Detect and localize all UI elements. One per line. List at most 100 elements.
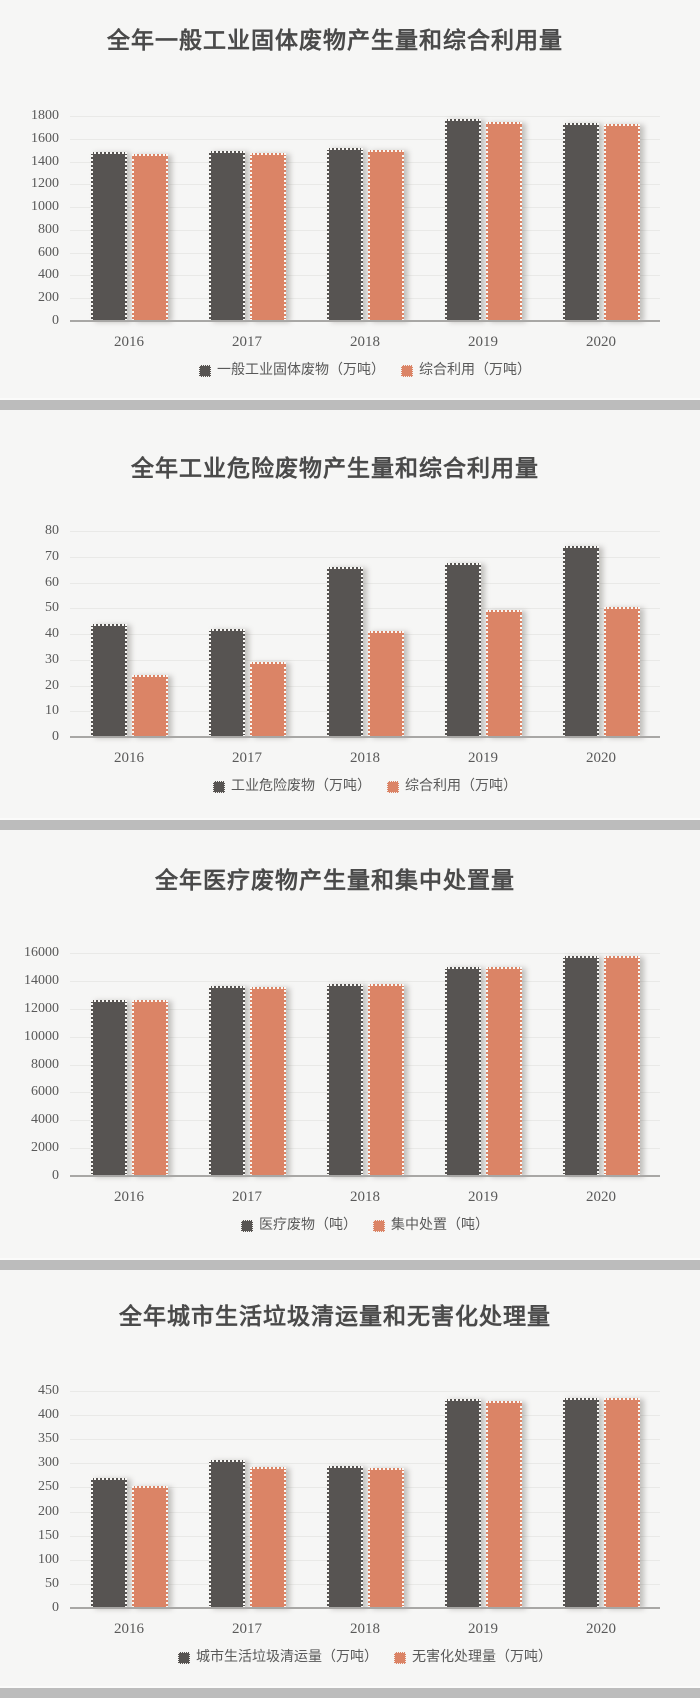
x-axis-label-2019: 2019 [424,332,542,352]
legend-marker-icon [241,1220,253,1232]
bar-group-2019 [424,1391,542,1608]
bar-2020-series1 [563,1398,599,1608]
y-axis-tick-label: 450 [0,1382,70,1400]
bar-2020-series2 [604,1398,640,1608]
y-axis-tick-label: 1600 [0,130,70,148]
bar-2016-series1 [91,624,127,737]
bar-2019-series2 [486,1401,522,1608]
y-axis-tick-label: 2000 [0,1139,70,1157]
chart-title: 全年一般工业固体废物产生量和综合利用量 [0,0,700,56]
bar-2017-series1 [209,986,245,1176]
y-axis-tick-label: 200 [0,1503,70,1521]
x-axis-labels: 20162017201820192020 [70,332,660,352]
y-axis-tick-label: 250 [0,1478,70,1496]
x-axis-label-2020: 2020 [542,1187,660,1207]
bar-2018-series2 [368,1468,404,1608]
bar-chart-general-industrial-solid-waste: 180016001400120010008006004002000 201620… [0,116,700,380]
y-axis-tick-label: 8000 [0,1056,70,1074]
bar-2018-series1 [327,148,363,321]
x-axis-label-2019: 2019 [424,1619,542,1639]
plot-area: 450400350300250200150100500 [70,1391,660,1608]
bar-2016-series2 [132,1000,168,1176]
plot-area: 80706050403020100 [70,531,660,737]
y-axis-tick-label: 150 [0,1527,70,1545]
y-axis-tick-label: 200 [0,289,70,307]
bar-group-2016 [70,531,188,737]
bar-2017-series1 [209,1460,245,1608]
bar-2016-series1 [91,152,127,321]
x-axis-labels: 20162017201820192020 [70,1619,660,1639]
bar-2018-series2 [368,984,404,1176]
legend-item-series2: 无害化处理量（万吨） [394,1648,552,1667]
bar-group-2016 [70,116,188,321]
y-axis-tick-label: 0 [0,1599,70,1617]
x-axis-label-2016: 2016 [70,1187,188,1207]
bar-2020-series1 [563,956,599,1176]
legend-label: 一般工业固体废物（万吨） [217,361,385,380]
y-axis-tick-label: 40 [0,625,70,643]
bar-chart-medical-waste: 1600014000120001000080006000400020000 20… [0,953,700,1235]
x-axis-label-2019: 2019 [424,748,542,768]
legend-item-series2: 综合利用（万吨） [387,777,517,796]
legend-item-series1: 城市生活垃圾清运量（万吨） [178,1648,378,1667]
bar-group-2018 [306,531,424,737]
bar-group-2018 [306,1391,424,1608]
y-axis-tick-label: 50 [0,1575,70,1593]
section-separator [0,1258,700,1270]
y-axis-tick-label: 14000 [0,972,70,990]
bar-2020-series2 [604,956,640,1176]
bar-2019-series2 [486,967,522,1176]
bar-2016-series2 [132,154,168,321]
bar-2017-series2 [250,1467,286,1608]
y-axis-tick-label: 80 [0,522,70,540]
bar-group-2019 [424,116,542,321]
x-axis-label-2017: 2017 [188,748,306,768]
y-axis-tick-label: 10 [0,702,70,720]
y-axis-tick-label: 350 [0,1430,70,1448]
bar-group-2020 [542,116,660,321]
bar-group-2017 [188,1391,306,1608]
legend-marker-icon [213,781,225,793]
bar-group-2018 [306,116,424,321]
x-axis-label-2016: 2016 [70,1619,188,1639]
bar-group-2019 [424,531,542,737]
legend-label: 集中处置（吨） [391,1216,489,1235]
bar-2019-series1 [445,563,481,737]
legend-label: 医疗废物（吨） [259,1216,357,1235]
bar-2017-series1 [209,629,245,737]
bar-chart-industrial-hazardous-waste: 80706050403020100 20162017201820192020 工… [0,531,700,796]
y-axis-tick-label: 10000 [0,1028,70,1046]
bar-2019-series1 [445,967,481,1176]
plot-area: 180016001400120010008006004002000 [70,116,660,321]
section-separator [0,1686,700,1698]
section-industrial-hazardous-waste: 全年工业危险废物产生量和综合利用量 80706050403020100 2016… [0,410,700,830]
legend-marker-icon [394,1652,406,1664]
legend-item-series2: 集中处置（吨） [373,1216,489,1235]
legend-marker-icon [401,365,413,377]
y-axis-tick-label: 0 [0,1167,70,1185]
x-axis-label-2018: 2018 [306,332,424,352]
x-axis-label-2020: 2020 [542,1619,660,1639]
legend-marker-icon [387,781,399,793]
x-axis-label-2018: 2018 [306,1619,424,1639]
bar-2019-series2 [486,122,522,321]
y-axis-tick-label: 0 [0,728,70,746]
legend-item-series1: 一般工业固体废物（万吨） [199,361,385,380]
bar-2019-series1 [445,1399,481,1608]
legend-label: 综合利用（万吨） [419,361,531,380]
bar-2019-series1 [445,119,481,321]
x-axis-label-2018: 2018 [306,748,424,768]
bar-group-2017 [188,531,306,737]
y-axis-tick-label: 12000 [0,1000,70,1018]
chart-legend: 工业危险废物（万吨）综合利用（万吨） [70,777,660,796]
y-axis-tick-label: 30 [0,651,70,669]
x-axis-label-2016: 2016 [70,332,188,352]
y-axis-tick-label: 400 [0,1406,70,1424]
x-axis-labels: 20162017201820192020 [70,748,660,768]
bar-group-2017 [188,116,306,321]
bar-2020-series2 [604,124,640,321]
y-axis-tick-label: 100 [0,1551,70,1569]
bar-2018-series2 [368,631,404,737]
bar-2020-series2 [604,607,640,737]
chart-title: 全年医疗废物产生量和集中处置量 [0,830,700,896]
